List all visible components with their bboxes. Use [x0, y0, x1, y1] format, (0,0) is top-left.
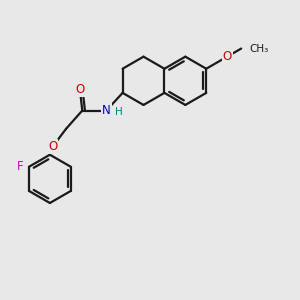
Text: F: F: [17, 160, 23, 173]
Text: O: O: [223, 50, 232, 63]
Text: O: O: [75, 83, 85, 96]
Text: CH₃: CH₃: [249, 44, 269, 54]
Text: H: H: [115, 107, 123, 117]
Text: N: N: [102, 104, 111, 117]
Text: O: O: [48, 140, 57, 153]
